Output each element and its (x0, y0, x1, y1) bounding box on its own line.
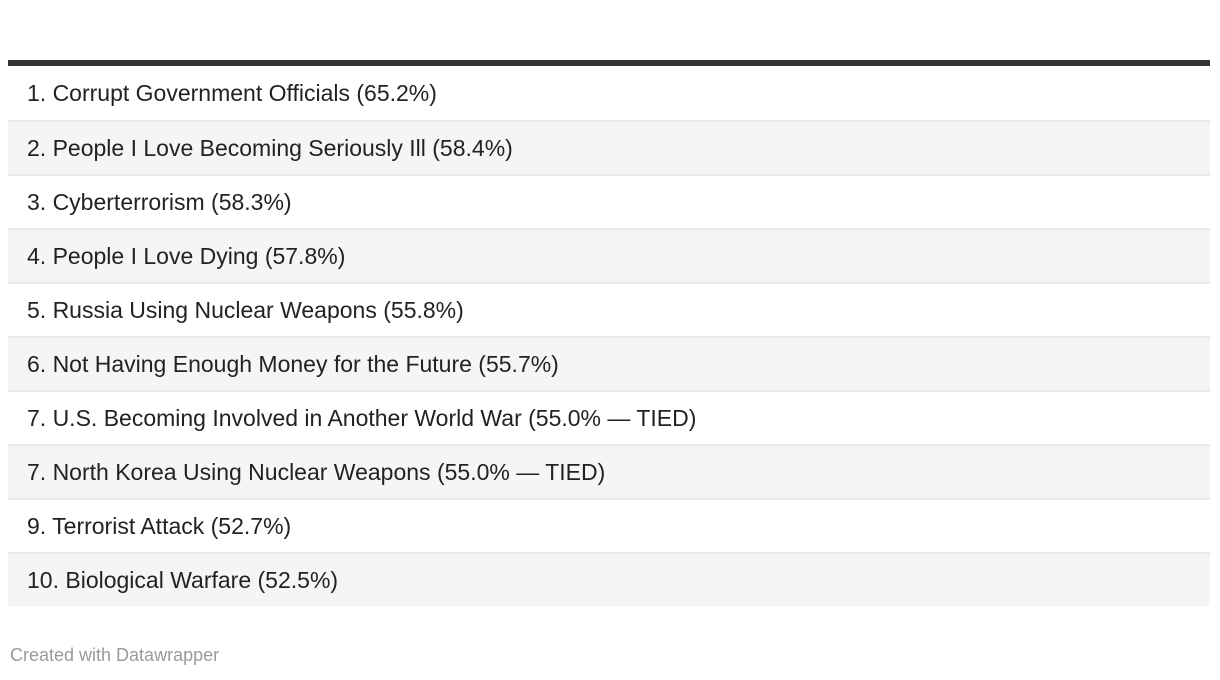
table-row: 5. Russia Using Nuclear Weapons (55.8%) (8, 282, 1210, 336)
table-row: 7. U.S. Becoming Involved in Another Wor… (8, 390, 1210, 444)
table-row: 9. Terrorist Attack (52.7%) (8, 498, 1210, 552)
table-row: 4. People I Love Dying (57.8%) (8, 228, 1210, 282)
table-row: 3. Cyberterrorism (58.3%) (8, 174, 1210, 228)
ranking-table: 1. Corrupt Government Officials (65.2%) … (8, 66, 1210, 606)
table-row: 6. Not Having Enough Money for the Futur… (8, 336, 1210, 390)
table-row: 2. People I Love Becoming Seriously Ill … (8, 120, 1210, 174)
table-row: 10. Biological Warfare (52.5%) (8, 552, 1210, 606)
table-row: 1. Corrupt Government Officials (65.2%) (8, 66, 1210, 120)
table-top-rule (8, 60, 1210, 66)
table-row: 7. North Korea Using Nuclear Weapons (55… (8, 444, 1210, 498)
datawrapper-credit-link[interactable]: Created with Datawrapper (10, 645, 220, 665)
